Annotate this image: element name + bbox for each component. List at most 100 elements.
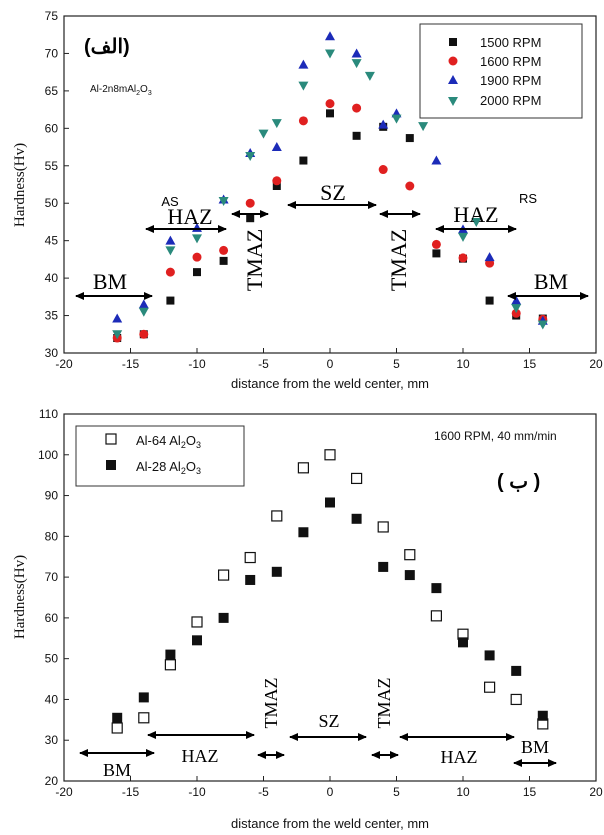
x-tick-label: -15 [122,357,140,371]
data-point-series-1 [271,510,283,522]
haz-right-label: HAZ [453,202,498,227]
x-axis-label: distance from the weld center, mm [231,376,429,391]
legend-marker-1900 [448,75,458,84]
x-tick-label: -5 [258,785,269,799]
y-tick-label: 75 [45,9,59,23]
data-point-series-1 [485,296,494,305]
data-point-series-1 [299,156,308,165]
y-tick-label: 100 [38,448,58,462]
data-point-series-2 [352,103,362,113]
legend-marker-al28 [106,460,116,470]
x-tick-label: 0 [327,357,334,371]
data-point-series-2 [325,99,335,109]
data-point-series-4 [112,330,123,340]
legend: Al-64 Al2O3 Al-28 Al2O3 [75,425,245,487]
data-point-series-4 [418,122,429,132]
tmaz-left-label: TMAZ [261,678,281,729]
data-point-series-3 [431,155,442,165]
data-point-series-2 [458,637,468,648]
y-tick-label: 40 [45,271,59,285]
legend-marker-2000 [448,97,458,106]
data-point-series-2 [298,116,308,126]
data-point-series-4 [511,304,522,314]
y-tick-label: 60 [45,121,59,135]
legend-box [75,425,245,487]
data-point-series-3 [484,252,495,262]
legend-label-al28-tail: O [186,459,196,474]
chart-panel-b: -20 -15 -10 -5 0 5 10 15 20 20 30 40 50 60 70 80 90 100 1… [12,407,603,831]
data-point-series-2 [405,181,415,191]
data-point-series-2 [325,497,335,508]
haz-right-label: HAZ [441,747,478,767]
data-point-series-4 [351,59,362,69]
x-tick-label: -15 [122,785,140,799]
x-tick-label: 20 [589,785,603,799]
data-point-series-2 [431,583,442,594]
legend-marker-al64 [105,433,117,445]
x-tick-label: -20 [55,785,73,799]
bm-left-label: BM [103,760,131,780]
data-point-series-4 [258,129,269,139]
x-tick-label: -10 [188,785,206,799]
y-tick-label: 30 [45,733,59,747]
y-tick-label: 35 [45,309,59,323]
chart-panel-a: -20 -15 -10 -5 0 5 10 15 20 30 35 40 45 50 55 60 65 70 75… [12,9,603,391]
data-point-series-2 [378,561,389,572]
data-point-series-2 [138,692,149,703]
data-point-series-1 [324,449,336,461]
legend-label-1900: 1900 RPM [480,73,541,88]
data-point-series-4 [138,307,149,317]
y-tick-label: 65 [45,84,59,98]
data-point-series-4 [192,234,202,244]
data-point-series-4 [271,119,282,129]
legend-label-al64-sub: 2 [181,440,186,450]
data-point-series-1 [510,693,522,706]
data-point-series-4 [298,81,309,91]
sz-label: SZ [320,180,346,205]
x-tick-label: 5 [393,357,400,371]
legend-label-al64-tail: O [186,433,196,448]
data-point-series-2 [511,308,521,318]
condition-label: 1600 RPM, 40 mm/min [434,429,557,443]
y-tick-label: 70 [45,46,59,60]
data-point-series-2 [351,513,362,524]
data-point-series-1 [272,181,281,190]
data-point-series-1 [164,659,176,671]
y-tick-label: 45 [45,234,59,248]
x-axis-label: distance from the weld center, mm [231,816,429,831]
data-point-series-4 [391,114,402,124]
panel-label: (الف) [84,36,130,58]
legend-label-al28-sub2: 3 [196,466,201,476]
zone-annotations: BM HAZ TMAZ SZ TMAZ HAZ BM [79,678,557,780]
y-axis-ticks: 30 35 40 45 50 55 60 65 70 75 [45,9,69,360]
sz-label: SZ [318,711,339,731]
legend-label-2000: 2000 RPM [480,93,541,108]
legend-label-al28-sub: 2 [181,466,186,476]
data-point-series-1 [484,681,496,693]
legend-box [419,23,583,119]
y-tick-label: 40 [45,692,59,706]
data-point-series-3 [378,119,389,129]
tmaz-left-label: TMAZ [242,229,267,291]
data-point-series-2 [484,650,495,661]
data-point-series-3 [138,299,149,309]
x-tick-label: 5 [393,785,400,799]
legend-label-1600: 1600 RPM [480,54,541,69]
haz-left-label: HAZ [167,204,212,229]
legend-label-al28-main: Al-28 Al [136,459,181,474]
data-point-series-3 [112,313,123,323]
legend-label-al64: Al-64 Al2O3 [136,433,201,450]
y-tick-label: 55 [45,159,59,173]
legend-label-al64-main: Al-64 Al [136,433,181,448]
y-tick-label: 30 [45,346,59,360]
tmaz-right-label: TMAZ [374,678,394,729]
data-point-series-1 [430,610,442,622]
y-tick-label: 60 [45,611,59,625]
legend-marker-1600 [448,56,458,66]
data-point-series-1 [166,296,175,305]
bm-right-label: BM [521,737,549,757]
data-point-series-2 [272,176,282,186]
y-tick-label: 50 [45,196,59,210]
x-tick-label: 10 [456,785,470,799]
data-point-series-1 [351,472,363,485]
